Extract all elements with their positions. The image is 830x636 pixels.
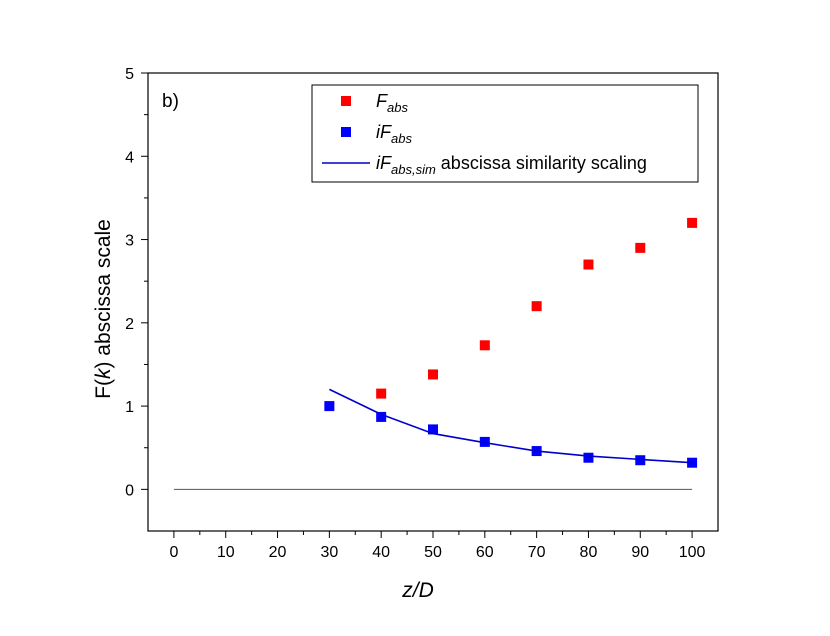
y-axis-title-post: ) abscissa scale [92,219,115,368]
x-tick-label: 100 [679,544,706,561]
legend-label: iFabs,sim abscissa similarity scaling [376,153,647,177]
y-axis-title-var: k [92,367,115,379]
data-point [583,452,594,463]
data-point [428,424,438,435]
data-point [376,411,387,422]
data-point [635,242,646,253]
x-tick-label: 0 [169,544,178,561]
series-1 [376,217,698,399]
legend-marker-swatch [341,96,351,106]
data-point [583,259,594,270]
legend-box [311,84,699,183]
x-tick-label: 10 [217,544,235,561]
x-tick-label: 80 [580,544,598,561]
data-point [635,455,646,466]
x-axis-title-text: z/D [401,579,434,602]
x-tick-label: 20 [269,544,287,561]
x-axis-title: z/D [401,579,434,602]
panel-label: b) [162,91,179,112]
y-tick-label: 5 [125,66,134,83]
data-point [479,340,490,351]
x-tick-label: 30 [320,544,338,561]
data-point [531,301,542,312]
series-3 [329,388,693,464]
x-tick-label: 60 [476,544,494,561]
y-tick-label: 2 [125,316,134,333]
legend-label: iFabs [376,122,412,146]
legend-label: Fabs [376,91,408,115]
y-tick-label: 3 [125,233,134,250]
x-tick-label: 40 [372,544,390,561]
y-tick-label: 0 [125,482,134,499]
data-point [324,401,335,412]
x-tick-label: 50 [424,544,442,561]
y-tick-label: 1 [125,399,134,416]
data-point [376,388,387,399]
legend-marker-swatch [341,127,351,137]
y-axis-title-pre: F( [92,379,115,399]
series-line [329,388,693,464]
legend: Fabs iFabs iFabs,sim abscissa similarity s… [311,84,699,183]
y-tick-label: 4 [125,149,134,166]
data-point [428,369,438,380]
data-point [687,217,698,228]
x-tick-label: 70 [528,544,546,561]
y-axis-title: F(k) abscissa scale [92,219,115,399]
x-tick-label: 90 [631,544,649,561]
